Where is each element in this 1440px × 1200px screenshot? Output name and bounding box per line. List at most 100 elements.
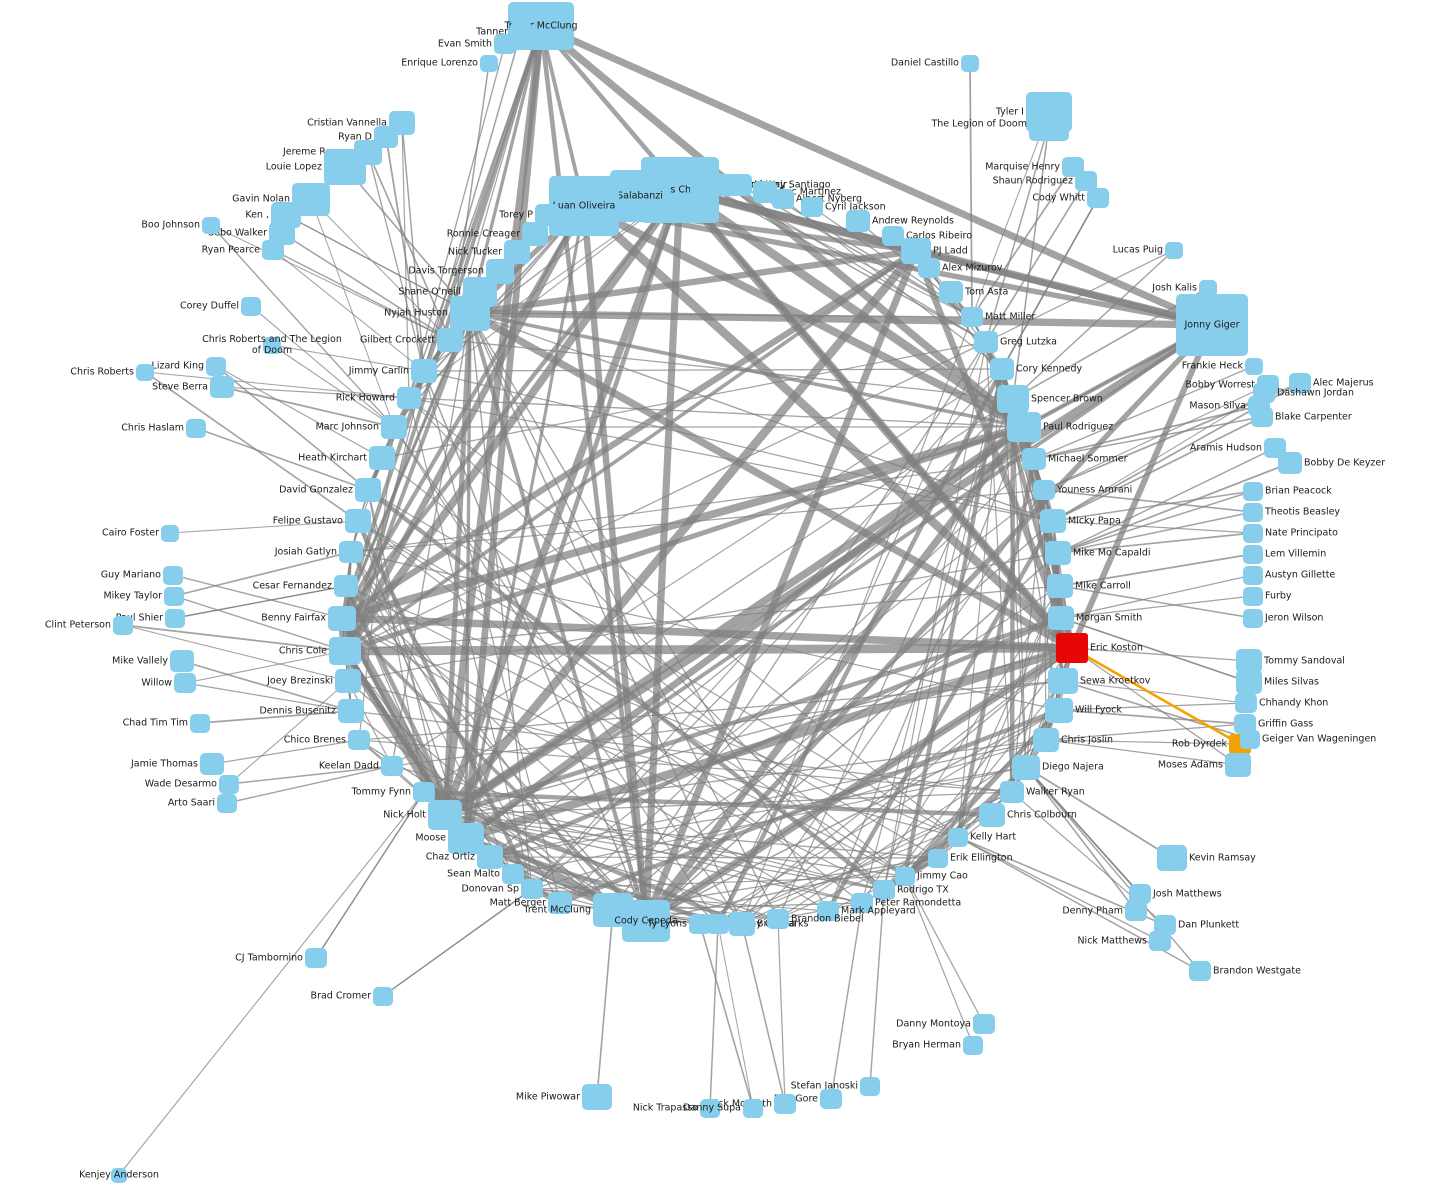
graph-node-josh-kalis[interactable] <box>1199 279 1217 297</box>
graph-node-kenjey-anderson[interactable] <box>111 1167 127 1183</box>
graph-node-chaz-ortiz[interactable] <box>477 845 503 869</box>
graph-node-steve-berra[interactable] <box>210 376 234 398</box>
graph-node-mike-piwowar[interactable] <box>582 1084 612 1110</box>
graph-node-arto-saari[interactable] <box>217 793 237 813</box>
graph-node-tommy-sandoval[interactable] <box>1236 649 1262 673</box>
graph-node-tommy-fynn[interactable] <box>413 782 435 802</box>
graph-node-austyn-gillette[interactable] <box>1243 565 1263 585</box>
graph-node-spencer-brown[interactable] <box>997 385 1029 413</box>
graph-node-nick-mclouth[interactable] <box>774 1094 796 1114</box>
graph-node-clint-peterson[interactable] <box>113 615 133 635</box>
graph-node-louie-lopez[interactable] <box>324 149 366 185</box>
graph-node-chico-brenes[interactable] <box>348 730 370 750</box>
graph-node-gilbert-crockett[interactable] <box>437 328 463 352</box>
graph-node-will-fyock[interactable] <box>1045 697 1073 723</box>
graph-node-michael-sommer[interactable] <box>1022 448 1046 470</box>
graph-node-sean-malto[interactable] <box>502 864 524 884</box>
graph-node-morgan-smith[interactable] <box>1048 606 1074 630</box>
graph-node-matt-berger[interactable] <box>548 892 572 914</box>
graph-node-david-gonzalez[interactable] <box>355 478 381 502</box>
graph-node-nick-trapasso[interactable] <box>700 1098 720 1118</box>
graph-node-heath-kirchart[interactable] <box>369 446 395 470</box>
graph-node-nyjah-huston[interactable] <box>450 295 490 331</box>
graph-node-the-legion-of-doom[interactable] <box>1029 107 1069 141</box>
graph-node-willow[interactable] <box>174 673 196 693</box>
graph-node-chris-colbourn[interactable] <box>979 803 1005 827</box>
graph-node-cairo-foster[interactable] <box>161 524 179 542</box>
graph-node-danny-garcia[interactable] <box>707 914 729 934</box>
graph-node-stefan-janoski[interactable] <box>860 1076 880 1096</box>
graph-node-micky-papa[interactable] <box>1040 509 1066 533</box>
graph-node-kelly-hart[interactable] <box>948 827 968 847</box>
graph-node-griffin-gass[interactable] <box>1234 714 1256 734</box>
graph-node-cody-cepeda[interactable] <box>622 900 670 942</box>
graph-node-andrew-reynolds[interactable] <box>846 210 870 232</box>
graph-node-bryan-herman[interactable] <box>963 1035 983 1055</box>
graph-node-jamie-thomas[interactable] <box>200 753 224 775</box>
graph-node-ryan-pearce[interactable] <box>262 240 284 260</box>
graph-node-rodrigo-tx[interactable] <box>873 880 895 900</box>
graph-node-shaun-rodriguez[interactable] <box>1075 171 1097 191</box>
graph-node-marc-johnson[interactable] <box>381 415 407 439</box>
graph-node-joey-brezinski[interactable] <box>335 669 361 693</box>
graph-node-geiger-van-wageningen[interactable] <box>1240 729 1260 749</box>
graph-node-kevin-ramsay[interactable] <box>1157 845 1187 871</box>
graph-node-matt-miller[interactable] <box>961 307 983 327</box>
graph-node-paul-rodriguez[interactable] <box>1007 412 1041 442</box>
graph-node-manny-santiago[interactable] <box>728 174 752 196</box>
graph-node-albert-nyberg[interactable] <box>772 189 794 209</box>
graph-node-ben-gore[interactable] <box>820 1089 842 1109</box>
graph-node-mark-appleyard[interactable] <box>817 901 839 921</box>
graph-node-chris-haslam[interactable] <box>186 418 206 438</box>
graph-node-danny-supa[interactable] <box>743 1098 763 1118</box>
graph-node-nate-principato[interactable] <box>1243 523 1263 543</box>
graph-node-josiah-gatlyn[interactable] <box>339 541 363 563</box>
graph-node-chris-roberts-legion[interactable] <box>263 336 281 354</box>
graph-node-greg-lutzka[interactable] <box>974 331 998 353</box>
graph-node-mikey-taylor[interactable] <box>164 586 184 606</box>
graph-node-denny-pham[interactable] <box>1125 901 1147 921</box>
graph-node-cory-kennedy[interactable] <box>990 358 1014 380</box>
graph-node-cyril-jackson[interactable] <box>801 197 823 217</box>
graph-node-jeron-wilson[interactable] <box>1243 608 1263 628</box>
graph-node-wade-desarmo[interactable] <box>219 774 239 794</box>
graph-node-chris-joslin[interactable] <box>1033 728 1059 752</box>
graph-node-mike-carroll[interactable] <box>1047 574 1073 598</box>
graph-node-chris-roberts[interactable] <box>136 363 154 381</box>
graph-node-felipe-gustavo[interactable] <box>345 509 371 533</box>
graph-node-boo-johnson[interactable] <box>202 216 220 234</box>
graph-node-brian-peacock[interactable] <box>1243 481 1263 501</box>
graph-node-chris-cole[interactable] <box>329 637 361 665</box>
graph-node-alec-majerus[interactable] <box>1289 373 1311 393</box>
graph-node-theotis-beasley[interactable] <box>1243 502 1263 522</box>
graph-node-carlos-ribeiro[interactable] <box>882 226 904 246</box>
graph-node-erik-ellington[interactable] <box>928 848 948 868</box>
graph-node-ty-lyons[interactable] <box>689 914 711 934</box>
graph-node-brad-cromer[interactable] <box>373 986 393 1006</box>
graph-node-blake-carpenter[interactable] <box>1251 407 1273 427</box>
graph-node-nick-matthews[interactable] <box>1149 931 1171 951</box>
graph-node-chhandy-khon[interactable] <box>1235 693 1257 713</box>
graph-node-peter-ramondetta[interactable] <box>851 893 873 913</box>
graph-node-lucas-puig[interactable] <box>1165 241 1183 259</box>
graph-node-bobby-de-keyzer[interactable] <box>1278 452 1302 474</box>
graph-node-cody-whitt[interactable] <box>1087 188 1109 208</box>
graph-node-lizard-king[interactable] <box>206 356 226 376</box>
graph-node-sewa-kroetkov[interactable] <box>1048 668 1078 694</box>
graph-node-cesar-fernandez[interactable] <box>334 575 358 597</box>
graph-node-lem-villemin[interactable] <box>1243 544 1263 564</box>
graph-node-rick-howard[interactable] <box>397 387 421 409</box>
graph-node-eric-martinez[interactable] <box>753 181 777 203</box>
graph-node-youness-amrani[interactable] <box>1033 480 1055 500</box>
graph-node-eric-koston[interactable] <box>1056 633 1088 663</box>
graph-node-guy-mariano[interactable] <box>163 565 183 585</box>
graph-node-enrique-lorenzo[interactable] <box>480 54 498 72</box>
graph-node-dan-plunkett[interactable] <box>1154 915 1176 935</box>
graph-node-danny-montoya[interactable] <box>973 1014 995 1034</box>
graph-node-sebo-walker[interactable] <box>269 221 295 245</box>
graph-node-miles-silvas[interactable] <box>1236 670 1262 694</box>
graph-node-dennis-busenitz[interactable] <box>338 699 364 723</box>
graph-node-mike-vallely[interactable] <box>170 650 194 672</box>
graph-node-torey-pudwill[interactable] <box>535 204 559 226</box>
graph-node-jimmy-cao[interactable] <box>895 866 915 886</box>
